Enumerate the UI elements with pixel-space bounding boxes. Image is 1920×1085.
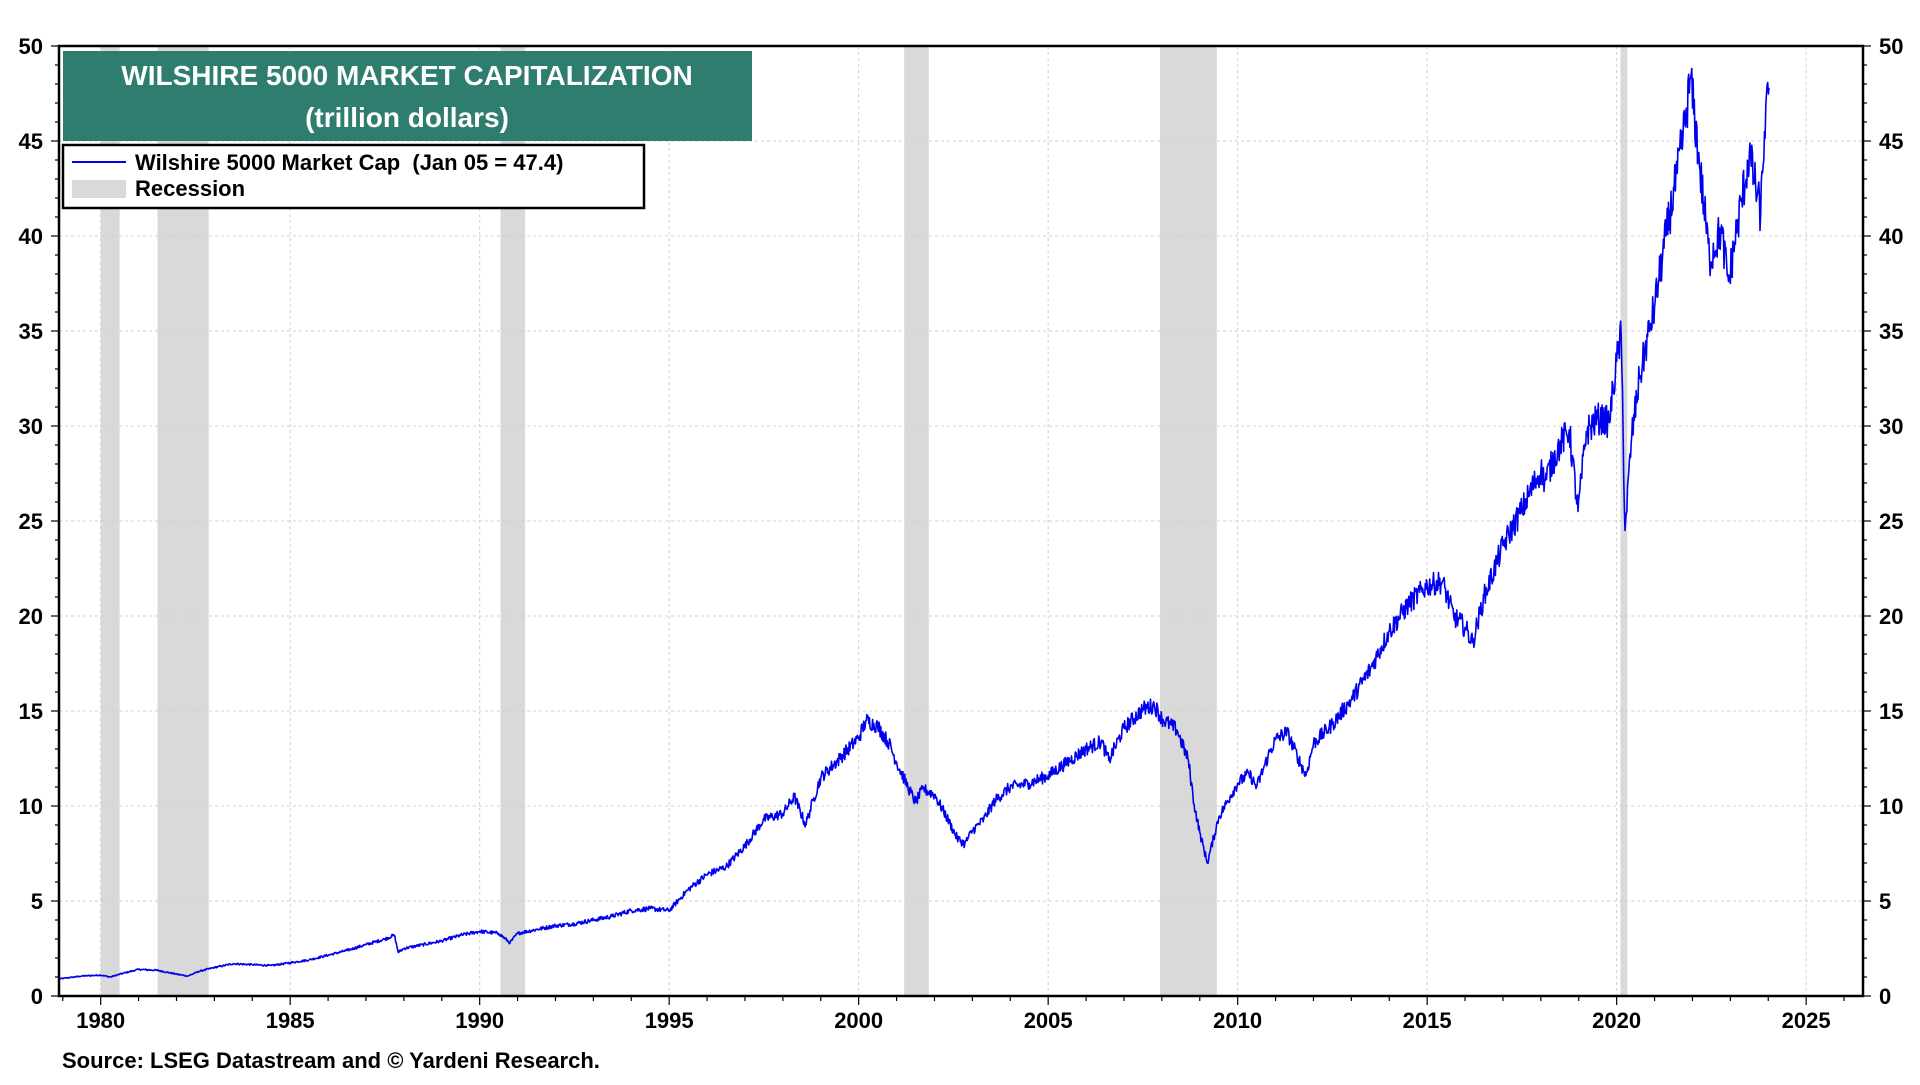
- x-tick-label: 1980: [76, 1008, 125, 1033]
- y-tick-label-left: 30: [19, 414, 43, 439]
- legend-label-recession: Recession: [135, 176, 245, 201]
- x-tick-label: 1985: [266, 1008, 315, 1033]
- y-tick-label-right: 45: [1879, 129, 1903, 154]
- chart-subtitle: (trillion dollars): [305, 102, 509, 133]
- y-tick-label-left: 35: [19, 319, 43, 344]
- y-tick-label-left: 20: [19, 604, 43, 629]
- series-line-0: [58, 67, 1770, 980]
- y-tick-label-left: 5: [31, 889, 43, 914]
- y-tick-label-right: 20: [1879, 604, 1903, 629]
- y-tick-label-right: 15: [1879, 699, 1903, 724]
- y-tick-label-right: 5: [1879, 889, 1891, 914]
- x-tick-label: 1995: [645, 1008, 694, 1033]
- legend-band-swatch: [72, 180, 126, 198]
- y-tick-label-left: 50: [19, 34, 43, 59]
- y-tick-label-right: 35: [1879, 319, 1903, 344]
- y-tick-label-left: 10: [19, 794, 43, 819]
- recession-band-0: [100, 46, 120, 996]
- y-tick-label-left: 40: [19, 224, 43, 249]
- y-tick-label-left: 25: [19, 509, 43, 534]
- x-tick-label: 2020: [1592, 1008, 1641, 1033]
- series-layer: [58, 67, 1770, 980]
- y-tick-label-right: 25: [1879, 509, 1903, 534]
- x-tick-label: 1990: [455, 1008, 504, 1033]
- x-tick-label: 2005: [1024, 1008, 1073, 1033]
- y-tick-label-right: 0: [1879, 984, 1891, 1009]
- x-tick-label: 2000: [834, 1008, 883, 1033]
- y-tick-label-right: 40: [1879, 224, 1903, 249]
- title-box: [63, 51, 752, 141]
- y-tick-label-right: 30: [1879, 414, 1903, 439]
- source-note: Source: LSEG Datastream and © Yardeni Re…: [62, 1048, 600, 1073]
- y-tick-label-left: 15: [19, 699, 43, 724]
- y-tick-label-left: 0: [31, 984, 43, 1009]
- legend-box: [61, 143, 646, 210]
- x-tick-label: 2025: [1782, 1008, 1831, 1033]
- y-tick-label-right: 10: [1879, 794, 1903, 819]
- x-tick-label: 2015: [1403, 1008, 1452, 1033]
- y-tick-label-left: 45: [19, 129, 43, 154]
- legend-label-series: Wilshire 5000 Market Cap (Jan 05 = 47.4): [135, 150, 563, 175]
- chart-title: WILSHIRE 5000 MARKET CAPITALIZATION: [121, 60, 692, 91]
- recession-band-5: [1620, 46, 1628, 996]
- x-tick-label: 2010: [1213, 1008, 1262, 1033]
- y-tick-label-right: 50: [1879, 34, 1903, 59]
